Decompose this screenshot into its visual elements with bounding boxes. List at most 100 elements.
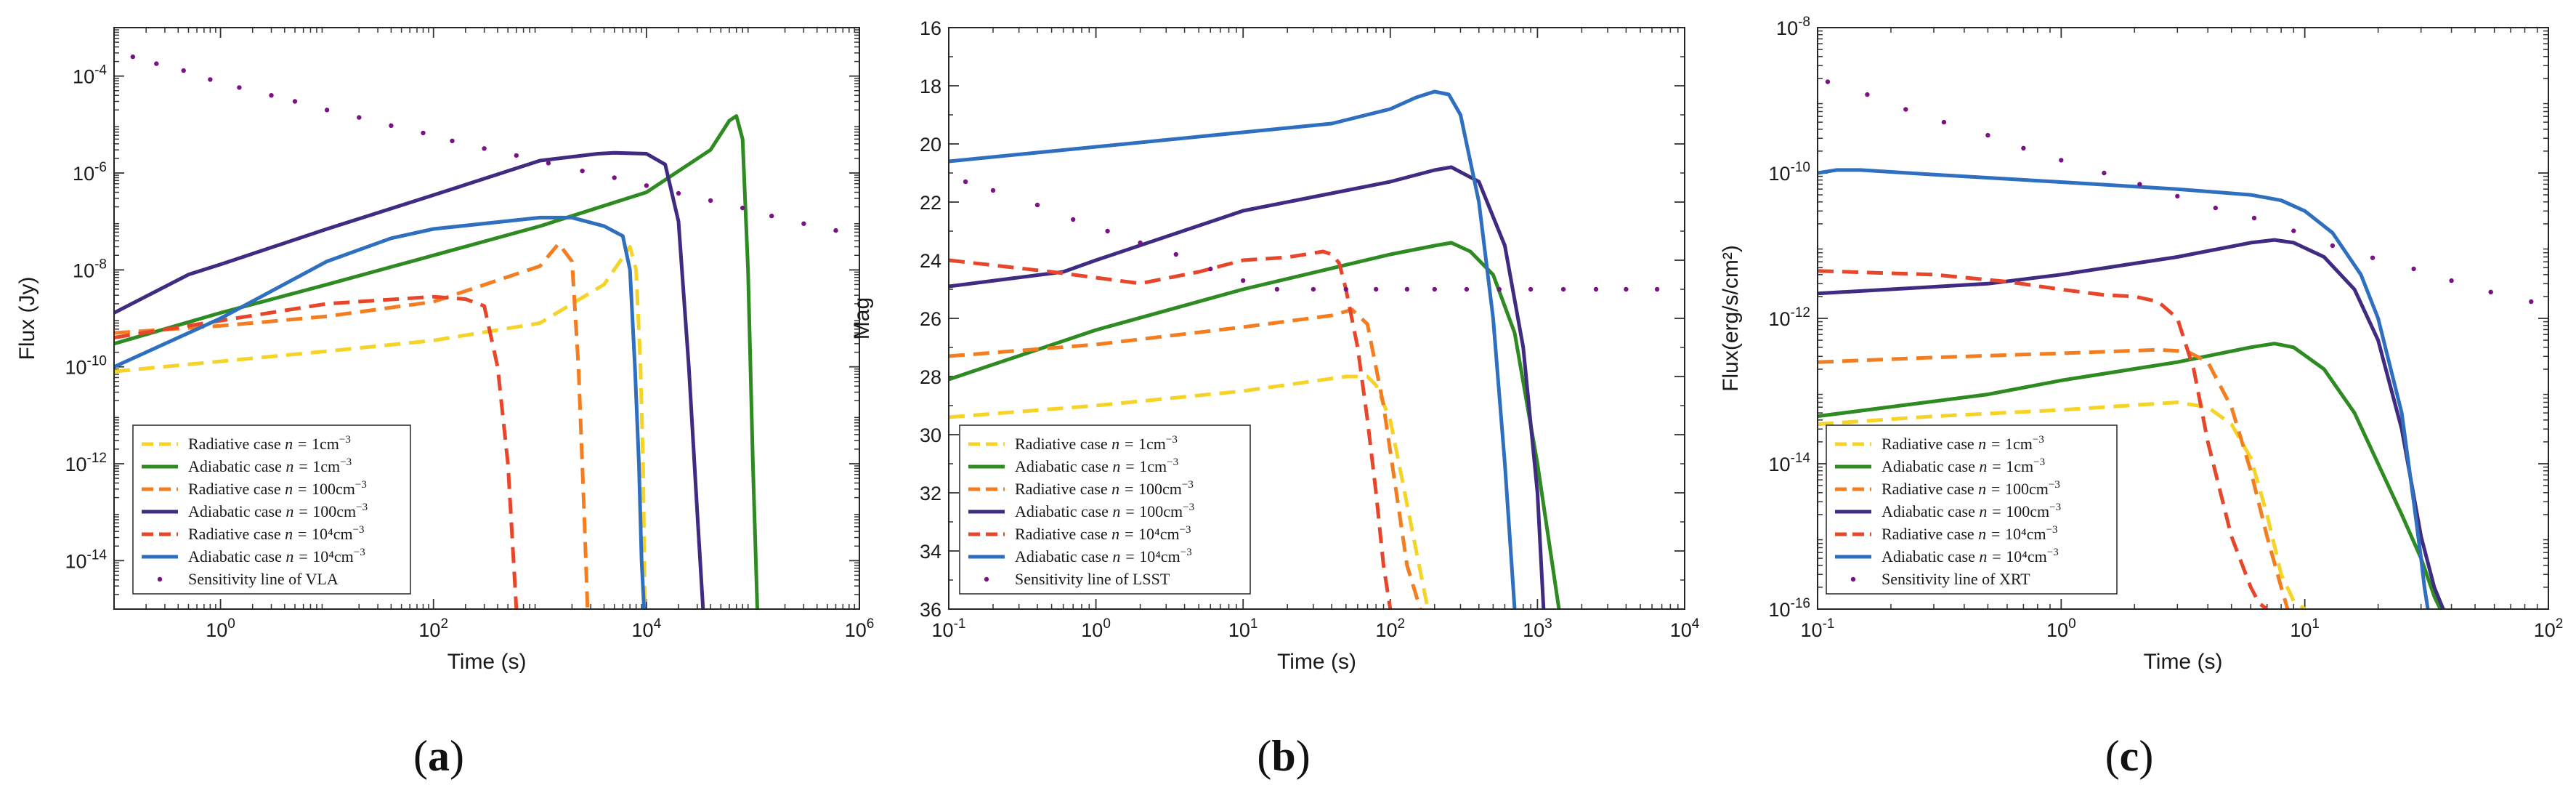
legend-entry-2: Adiabatic case n = 1cm−3 — [188, 456, 352, 475]
sensitivity-point — [740, 205, 745, 211]
sensitivity-point — [833, 228, 838, 233]
sensitivity-point — [2488, 289, 2493, 294]
sensitivity-point — [2213, 205, 2218, 211]
sensitivity-point — [421, 130, 426, 136]
y-tick-label: 32 — [920, 483, 941, 504]
sensitivity-point — [181, 68, 186, 73]
y-axis-label: Flux (Jy) — [15, 277, 39, 361]
sensitivity-point — [2251, 215, 2257, 221]
legend-entry-2: Adiabatic case n = 1cm−3 — [1015, 456, 1178, 475]
sensitivity-point — [1654, 286, 1660, 292]
sensitivity-point — [990, 188, 996, 193]
sensitivity-point — [1903, 107, 1908, 112]
series-line-4 — [949, 165, 1546, 609]
legend-entry-6: Adiabatic case n = 10⁴cm−3 — [1882, 547, 2059, 565]
sensitivity-point — [292, 99, 298, 104]
sensitivity-point — [2059, 158, 2064, 163]
axes-frame — [948, 27, 1685, 610]
sensitivity-point — [514, 153, 519, 158]
y-tick-label: 34 — [920, 541, 941, 563]
sensitivity-point — [769, 213, 774, 219]
y-tick-label: 26 — [920, 308, 941, 330]
panel-b: 10-1 100 101 102 103 104 16 18 20 22 24 26 28 30 32 34 3… — [850, 17, 1700, 674]
sensitivity-point — [1105, 228, 1110, 234]
y-tick-label: 24 — [920, 250, 941, 272]
sensitivity-point — [1496, 286, 1502, 292]
sensitivity-point — [2291, 228, 2296, 233]
legend-entry-6: Adiabatic case n = 10⁴cm−3 — [1015, 547, 1192, 565]
sensitivity-point — [2102, 170, 2107, 176]
series-line-6 — [949, 89, 1517, 609]
x-tick-label: 102 — [418, 616, 448, 641]
sensitivity-point — [1071, 217, 1076, 222]
sensitivity-point — [2021, 145, 2026, 150]
sensitivity-point — [154, 61, 159, 66]
y-tick-label: 10-12 — [65, 451, 107, 475]
sensitivity-point — [580, 169, 585, 174]
series-line-4 — [1818, 238, 2445, 609]
y-tick-label: 10-14 — [1768, 451, 1810, 475]
legend-entry-sensitivity: Sensitivity line of VLA — [188, 570, 339, 588]
panel-c: 10-1 100 101 102 10-8 10-10 10-12 10-14 10-16 Tim… — [1719, 15, 2563, 674]
legend-entry-4: Adiabatic case n = 100cm−3 — [1015, 502, 1194, 520]
y-tick-label: 10-8 — [73, 257, 107, 281]
panel-a-label: (a) — [413, 732, 464, 780]
sensitivity-point — [1404, 286, 1410, 292]
x-tick-label: 10-1 — [932, 616, 966, 641]
axes-frame — [113, 27, 860, 610]
x-tick-label: 101 — [1228, 616, 1258, 641]
x-tick-label: 101 — [2290, 616, 2320, 641]
legend-entry-2: Adiabatic case n = 1cm−3 — [1882, 456, 2045, 475]
series-line-5 — [1818, 269, 2269, 609]
x-axis-label: Time (s) — [2144, 650, 2223, 674]
legend-swatch-sensitivity — [984, 576, 989, 582]
sensitivity-point — [1825, 79, 1831, 84]
series-line-2 — [949, 241, 1561, 609]
sensitivity-point — [1464, 286, 1470, 292]
x-tick-label: 102 — [2534, 616, 2564, 641]
sensitivity-point — [801, 221, 806, 226]
series-line-6 — [114, 215, 647, 609]
sensitivity-point — [1208, 266, 1213, 272]
axes-frame — [1817, 27, 2549, 610]
sensitivity-point — [1374, 286, 1379, 292]
sensitivity-point — [2175, 193, 2180, 199]
x-tick-label: 102 — [1375, 616, 1405, 641]
panel-a: 100 102 104 106 10-4 10-6 10-8 10-10 10-12 10-14 T… — [15, 27, 874, 674]
legend-entry-3: Radiative case n = 100cm−3 — [188, 479, 367, 498]
legend-entry-4: Adiabatic case n = 100cm−3 — [1882, 502, 2061, 520]
x-tick-label: 104 — [632, 616, 662, 641]
y-tick-label: 10-14 — [65, 547, 107, 572]
y-axis-label: Mag — [850, 297, 874, 339]
legend: Radiative case n = 1cm−3 Adiabatic case n… — [959, 424, 1251, 595]
plot-area — [949, 89, 1660, 609]
sensitivity-point — [1985, 132, 1990, 138]
sensitivity-point — [450, 138, 455, 143]
sensitivity-point — [357, 115, 362, 120]
plot-area — [1818, 79, 2534, 609]
legend-entry-sensitivity: Sensitivity line of XRT — [1882, 570, 2030, 588]
sensitivity-point — [389, 123, 394, 128]
legend-entry-3: Radiative case n = 100cm−3 — [1882, 479, 2060, 498]
sensitivity-point — [708, 198, 713, 204]
y-tick-label: 20 — [920, 134, 941, 156]
sensitivity-point — [644, 183, 649, 188]
y-tick-label: 10-10 — [65, 354, 107, 379]
sensitivity-point — [1034, 202, 1040, 208]
y-tick-label: 16 — [920, 17, 941, 39]
panel-c-label: (c) — [2105, 732, 2154, 780]
legend-entry-5: Radiative case n = 10⁴cm−3 — [1882, 524, 2058, 543]
sensitivity-point — [482, 146, 487, 151]
sensitivity-point — [2370, 255, 2375, 260]
legend-entry-5: Radiative case n = 10⁴cm−3 — [188, 524, 365, 543]
legend-box — [1826, 424, 2118, 595]
series-line-4 — [114, 150, 705, 609]
y-tick-label: 22 — [920, 192, 941, 214]
x-tick-label: 100 — [1081, 616, 1111, 641]
sensitivity-point — [1865, 92, 1870, 97]
legend: Radiative case n = 1cm−3 Adiabatic case n… — [132, 424, 411, 595]
x-tick-label: 104 — [1670, 616, 1700, 641]
sensitivity-point — [1311, 286, 1316, 292]
y-tick-label: 10-10 — [1768, 160, 1810, 185]
